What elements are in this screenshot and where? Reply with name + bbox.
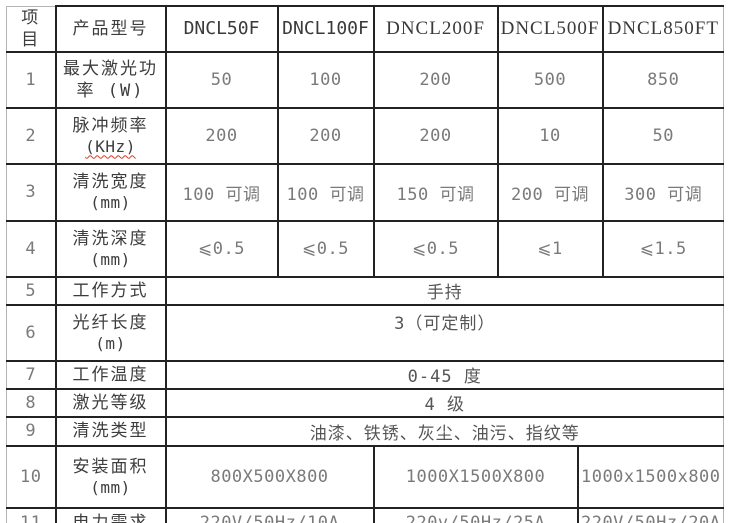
spec-value: 850 [601, 50, 725, 109]
spec-value: 200 可调 [496, 162, 604, 222]
spec-label-cell: 脉冲频率 (KHz) [54, 106, 167, 165]
spec-value-merged: 油漆、铁锈、灰尘、油污、指纹等 [164, 415, 725, 447]
spec-value: ⩽0.5 [164, 219, 279, 278]
spec-label-cell: 光纤长度 (m) [54, 303, 167, 362]
row-number: 3 [6, 162, 57, 222]
spec-label: 清洗类型 [72, 421, 149, 442]
row-number: 5 [6, 275, 57, 306]
spec-label: 工作方式 [72, 280, 149, 301]
spec-label-cell: 电力需求 [54, 506, 167, 523]
header-cell-dncl850ft: DNCL850FT [601, 5, 725, 53]
row-number: 8 [6, 387, 57, 418]
spec-value-merged: 4 级 [164, 387, 725, 418]
table-header-row: 项 目 产品型号 DNCL50F DNCL100F DNCL200F DNCL5… [6, 5, 725, 53]
spec-value: 100 可调 [164, 162, 279, 222]
spec-label: 最大激光功 率 (W) [63, 58, 158, 101]
spec-row-fiber-length: 6 光纤长度 (m) 3（可定制） [6, 303, 725, 362]
spec-value: 220V/50Hz/20A [576, 506, 725, 523]
spec-row-cleaning-type: 9 清洗类型 油漆、铁锈、灰尘、油污、指纹等 [6, 415, 725, 447]
spec-label: 激光等级 [72, 392, 149, 413]
spec-value: 200 [164, 106, 279, 165]
header-cell-dncl100f: DNCL100F [276, 5, 375, 53]
spec-label: 安装面积 [72, 456, 149, 477]
header-cell-dncl50f: DNCL50F [164, 5, 279, 53]
spec-value: 1000x1500x800 [576, 444, 725, 509]
spec-value: 10 [496, 106, 604, 165]
spec-value: 200 [372, 50, 499, 109]
header-cell-item: 项 目 [6, 5, 57, 53]
row-number: 11 [6, 506, 57, 523]
spec-value: 800X500X800 [164, 444, 375, 509]
spec-value: 1000X1500X800 [372, 444, 579, 509]
spec-value: ⩽0.5 [276, 219, 375, 278]
spec-label: 清洗宽度 [72, 172, 149, 193]
spec-label-cell: 清洗类型 [54, 415, 167, 447]
spec-row-laser-class: 8 激光等级 4 级 [6, 387, 725, 418]
spec-label: 工作温度 [72, 364, 149, 385]
header-cell-product-model: 产品型号 [54, 5, 167, 53]
spec-value: 200 [372, 106, 499, 165]
row-number: 1 [6, 50, 57, 109]
spec-value: 100 可调 [276, 162, 375, 222]
row-number: 2 [6, 106, 57, 165]
spec-label-cell: 激光等级 [54, 387, 167, 418]
spec-row-installation-area: 10 安装面积 (mm) 800X500X800 1000X1500X800 10… [6, 444, 725, 509]
spec-label-cell: 工作方式 [54, 275, 167, 306]
row-number: 4 [6, 219, 57, 278]
spec-value: 220V/50Hz/10A [164, 506, 375, 523]
spec-row-power-requirement: 11 电力需求 220V/50Hz/10A 220v/50Hz/25A 220V… [6, 506, 725, 523]
spec-label-cell: 清洗深度 (mm) [54, 219, 167, 278]
spec-row-cleaning-width: 3 清洗宽度 (mm) 100 可调 100 可调 150 可调 200 可调 3… [6, 162, 725, 222]
spec-value: 220v/50Hz/25A [372, 506, 579, 523]
spec-label-sub-spellcheck: (KHz) [85, 136, 136, 156]
spec-value: 50 [601, 106, 725, 165]
spec-row-pulse-frequency: 2 脉冲频率 (KHz) 200 200 200 10 50 [6, 106, 725, 165]
row-number: 7 [6, 359, 57, 390]
header-cell-dncl200f: DNCL200F [372, 5, 499, 53]
spec-label-sub: (mm) [90, 193, 131, 213]
spec-label-sub: (mm) [90, 477, 131, 497]
spec-label-sub: (mm) [90, 249, 131, 269]
spec-table: 项 目 产品型号 DNCL50F DNCL100F DNCL200F DNCL5… [6, 5, 725, 523]
spec-row-working-temperature: 7 工作温度 0-45 度 [6, 359, 725, 390]
spec-label-cell: 工作温度 [54, 359, 167, 390]
spec-value: 200 [276, 106, 375, 165]
spec-label: 脉冲频率 [72, 115, 149, 136]
spec-value: 300 可调 [601, 162, 725, 222]
spec-row-cleaning-depth: 4 清洗深度 (mm) ⩽0.5 ⩽0.5 ⩽0.5 ⩽1 ⩽1.5 [6, 219, 725, 278]
spec-label: 光纤长度 [72, 312, 149, 333]
row-number: 9 [6, 415, 57, 447]
spec-label-cell: 清洗宽度 (mm) [54, 162, 167, 222]
spec-label-cell: 最大激光功 率 (W) [54, 50, 167, 109]
spec-row-working-mode: 5 工作方式 手持 [6, 275, 725, 306]
spec-value: ⩽0.5 [372, 219, 499, 278]
spec-value: 500 [496, 50, 604, 109]
spec-value: 100 [276, 50, 375, 109]
spec-row-max-laser-power: 1 最大激光功 率 (W) 50 100 200 500 850 [6, 50, 725, 109]
spec-label: 电力需求 [73, 513, 149, 523]
spec-value: 150 可调 [372, 162, 499, 222]
spec-label-cell: 安装面积 (mm) [54, 444, 167, 509]
spec-value-merged: 3（可定制） [164, 303, 725, 362]
row-number: 6 [6, 303, 57, 362]
spec-value: 50 [164, 50, 279, 109]
spec-value: ⩽1.5 [601, 219, 725, 278]
spec-value-merged: 0-45 度 [164, 359, 725, 390]
header-cell-dncl500f: DNCL500F [496, 5, 604, 53]
spec-label: 清洗深度 [72, 228, 149, 249]
spec-value-merged: 手持 [164, 275, 725, 306]
spec-value: ⩽1 [496, 219, 604, 278]
spec-label-sub: (m) [95, 333, 126, 353]
row-number: 10 [6, 444, 57, 509]
